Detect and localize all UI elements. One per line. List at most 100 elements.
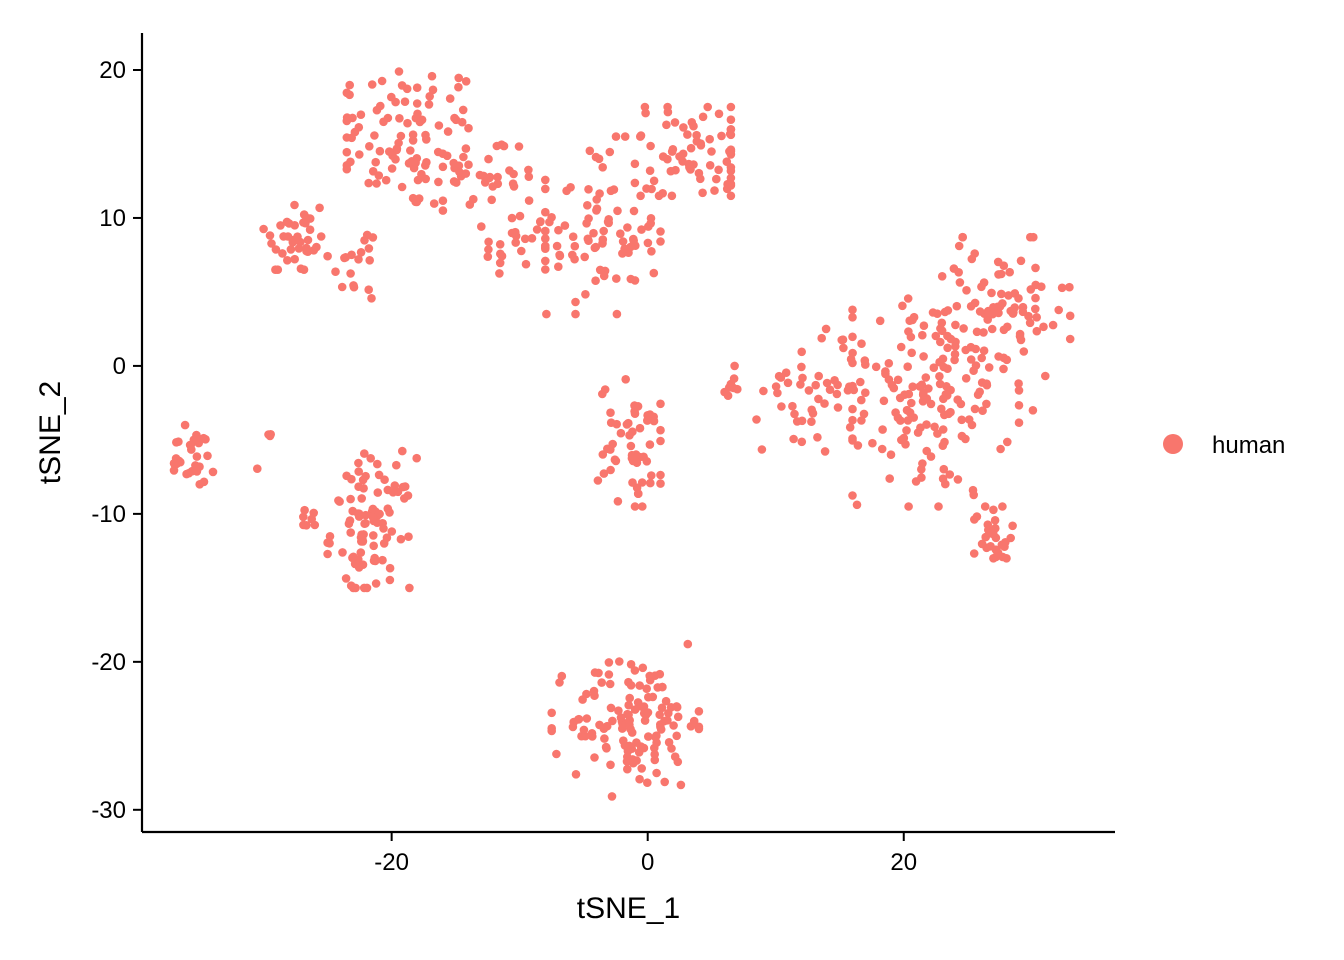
scatter-point bbox=[325, 532, 335, 541]
scatter-point bbox=[366, 454, 376, 463]
scatter-point bbox=[1005, 267, 1014, 277]
scatter-point bbox=[669, 721, 678, 730]
scatter-point bbox=[618, 724, 627, 733]
scatter-point bbox=[628, 478, 637, 487]
scatter-point bbox=[191, 461, 200, 470]
scatter-point bbox=[487, 195, 497, 205]
scatter-point bbox=[647, 184, 656, 194]
scatter-point bbox=[360, 449, 369, 458]
scatter-point bbox=[562, 186, 571, 196]
scatter-point bbox=[465, 200, 475, 209]
scatter-point bbox=[705, 161, 715, 170]
scatter-point bbox=[676, 780, 686, 790]
scatter-point bbox=[643, 416, 652, 425]
scatter-point bbox=[1002, 554, 1011, 563]
scatter-point bbox=[603, 444, 612, 454]
scatter-point bbox=[1002, 355, 1012, 365]
scatter-point bbox=[290, 254, 300, 264]
scatter-point bbox=[931, 331, 941, 341]
scatter-point bbox=[848, 332, 857, 342]
scatter-point bbox=[396, 534, 406, 544]
scatter-point bbox=[524, 165, 533, 175]
points-layer bbox=[169, 67, 1075, 801]
scatter-point bbox=[294, 244, 304, 253]
scatter-point bbox=[893, 375, 903, 385]
scatter-point bbox=[445, 94, 455, 103]
scatter-point bbox=[364, 285, 374, 295]
scatter-point bbox=[656, 436, 665, 446]
scatter-point bbox=[881, 369, 890, 379]
scatter-point bbox=[613, 497, 623, 506]
scatter-point bbox=[484, 237, 493, 247]
scatter-point bbox=[771, 382, 781, 391]
scatter-point bbox=[956, 399, 966, 409]
scatter-point bbox=[362, 583, 372, 593]
scatter-point bbox=[1014, 294, 1023, 303]
scatter-point bbox=[642, 684, 651, 693]
y-ticks: 20 10 0 -10 -20 -30 bbox=[91, 57, 142, 824]
scatter-point bbox=[997, 269, 1006, 279]
scatter-point bbox=[185, 440, 195, 450]
scatter-point bbox=[362, 230, 372, 240]
scatter-point bbox=[360, 519, 369, 528]
scatter-point bbox=[404, 159, 414, 168]
scatter-point bbox=[670, 118, 680, 127]
scatter-point bbox=[613, 206, 622, 216]
scatter-point bbox=[169, 459, 179, 468]
scatter-point bbox=[580, 252, 589, 262]
scatter-point bbox=[943, 306, 953, 315]
scatter-point bbox=[483, 252, 493, 261]
scatter-point bbox=[303, 235, 313, 245]
scatter-point bbox=[626, 441, 636, 451]
scatter-point bbox=[820, 447, 830, 456]
scatter-point bbox=[993, 257, 1003, 267]
scatter-point bbox=[650, 755, 660, 765]
scatter-point bbox=[926, 452, 936, 461]
scatter-point bbox=[377, 76, 387, 86]
scatter-point bbox=[552, 749, 561, 759]
scatter-point bbox=[276, 221, 285, 230]
scatter-point bbox=[1031, 293, 1040, 303]
scatter-point bbox=[857, 416, 866, 425]
scatter-point bbox=[273, 265, 283, 275]
scatter-point bbox=[970, 298, 980, 308]
scatter-point bbox=[599, 226, 608, 236]
scatter-point bbox=[935, 379, 945, 389]
scatter-point bbox=[403, 118, 412, 128]
scatter-point bbox=[624, 418, 633, 428]
scatter-point bbox=[845, 423, 855, 432]
scatter-point bbox=[643, 708, 653, 717]
scatter-point bbox=[797, 362, 806, 372]
scatter-point bbox=[999, 325, 1009, 335]
scatter-point bbox=[636, 131, 646, 140]
scatter-point bbox=[422, 135, 431, 144]
scatter-point bbox=[903, 362, 912, 372]
y-tick-label: -20 bbox=[91, 649, 126, 676]
scatter-point bbox=[661, 696, 671, 706]
scatter-point bbox=[861, 388, 870, 398]
scatter-point bbox=[392, 460, 401, 470]
scatter-point bbox=[623, 223, 632, 232]
scatter-point bbox=[934, 502, 943, 511]
scatter-point bbox=[1008, 521, 1017, 531]
scatter-point bbox=[905, 408, 915, 417]
scatter-point bbox=[372, 179, 381, 188]
scatter-point bbox=[832, 389, 842, 399]
scatter-point bbox=[626, 660, 636, 669]
scatter-point bbox=[505, 166, 514, 175]
scatter-point bbox=[493, 172, 502, 182]
scatter-point bbox=[620, 132, 630, 141]
scatter-point bbox=[634, 748, 644, 757]
scatter-point bbox=[300, 505, 309, 515]
scatter-point bbox=[433, 147, 443, 157]
scatter-point bbox=[267, 239, 276, 248]
scatter-point bbox=[606, 703, 616, 713]
scatter-point bbox=[392, 144, 402, 153]
y-tick-label: -10 bbox=[91, 501, 126, 528]
scatter-point bbox=[852, 500, 862, 510]
scatter-point bbox=[357, 494, 367, 503]
scatter-point bbox=[654, 191, 664, 201]
scatter-point bbox=[649, 268, 659, 278]
scatter-point bbox=[807, 405, 816, 415]
scatter-point bbox=[627, 728, 637, 737]
